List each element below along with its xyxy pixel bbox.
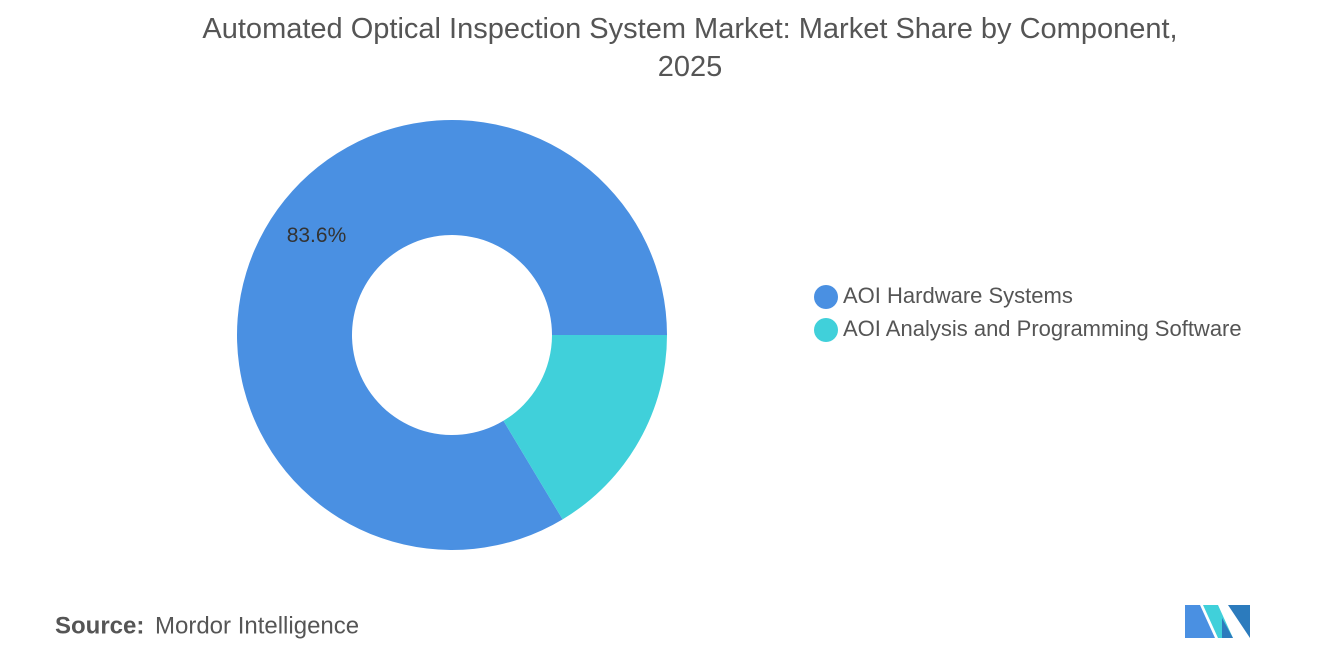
legend-label: AOI Analysis and Programming Software: [843, 316, 1242, 341]
source-text: Mordor Intelligence: [155, 612, 359, 639]
source-label: Source:: [55, 612, 144, 639]
value-label: 83.6%: [287, 224, 347, 247]
logo: [1185, 605, 1250, 638]
legend-label: AOI Hardware Systems: [843, 283, 1073, 308]
slice: [236, 119, 668, 550]
slice: [503, 335, 667, 520]
chart-title: Automated Optical Inspection System Mark…: [202, 13, 1178, 83]
legend-marker: [814, 285, 838, 309]
title-box: Automated Optical Inspection System Mark…: [202, 13, 1178, 83]
legend-marker: [814, 318, 838, 342]
